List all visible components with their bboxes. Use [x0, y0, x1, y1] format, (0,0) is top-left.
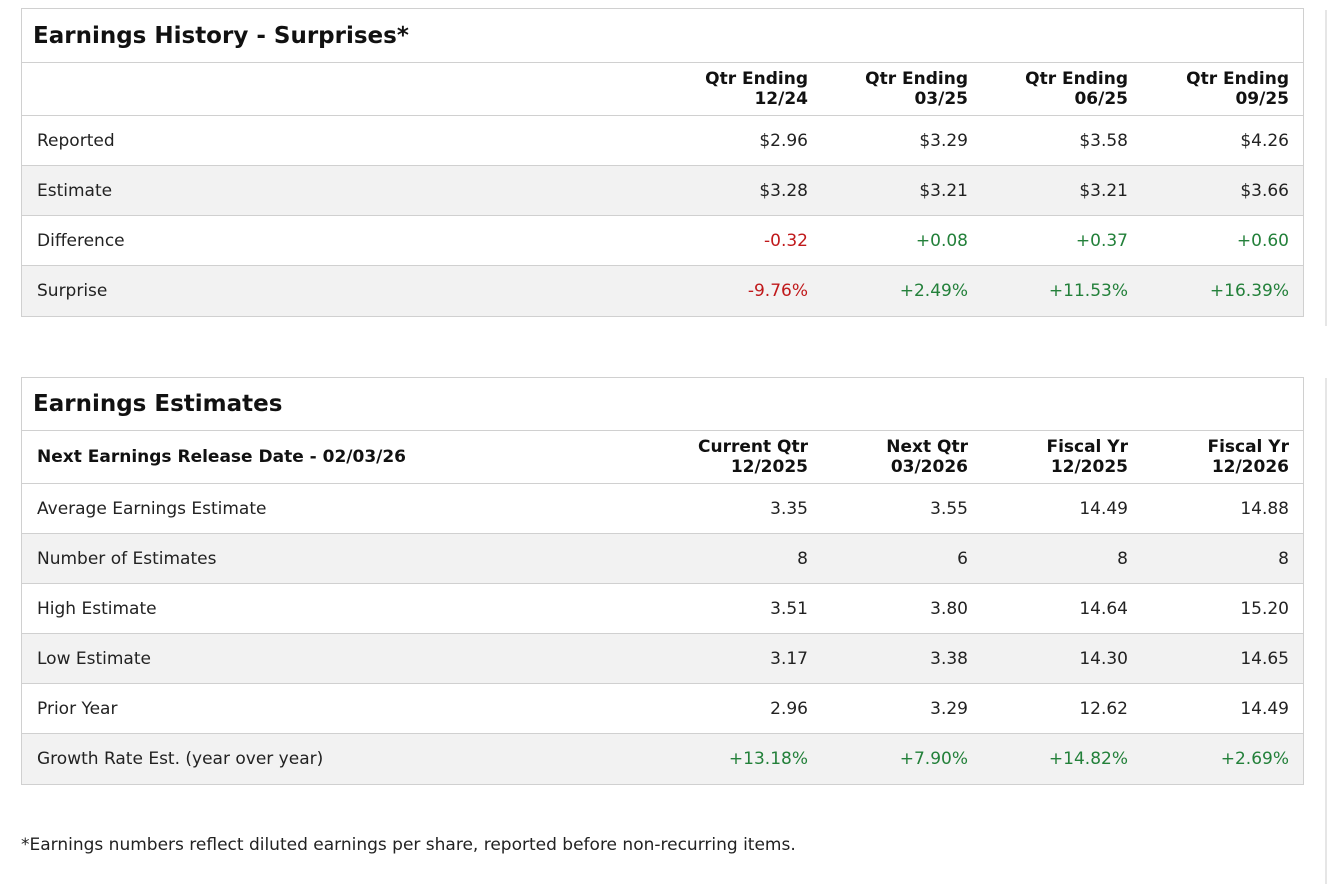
- table-cell: 8: [1117, 548, 1128, 569]
- table-cell: 3.80: [930, 598, 968, 619]
- column-header: Qtr Ending 12/24: [662, 63, 822, 116]
- table-row-surprise: Surprise -9.76% +2.49% +11.53% +16.39%: [22, 265, 1303, 316]
- table-cell: $3.21: [1079, 180, 1128, 201]
- table-cell: 2.96: [770, 698, 808, 719]
- column-header-line1: Qtr Ending: [705, 69, 808, 89]
- earnings-estimates-table: Next Earnings Release Date - 02/03/26 Cu…: [22, 430, 1303, 784]
- table-row-average-estimate: Average Earnings Estimate 3.35 3.55 14.4…: [22, 484, 1303, 534]
- column-header-line1: Next Qtr: [886, 437, 968, 457]
- table-cell: 3.51: [770, 598, 808, 619]
- footnote: *Earnings numbers reflect diluted earnin…: [21, 835, 796, 855]
- table-cell: 14.64: [1079, 598, 1128, 619]
- header-label-cell: [22, 63, 662, 116]
- table-cell: 14.30: [1079, 648, 1128, 669]
- table-row-low-estimate: Low Estimate 3.17 3.38 14.30 14.65: [22, 633, 1303, 684]
- column-header: Current Qtr 12/2025: [662, 431, 822, 484]
- column-header-line2: 12/2026: [1211, 457, 1289, 477]
- table-cell-positive: +14.82%: [1048, 748, 1128, 769]
- earnings-history-title: Earnings History - Surprises*: [33, 22, 409, 49]
- earnings-estimates-panel: Earnings Estimates Next Earnings Release…: [21, 377, 1304, 785]
- table-cell: 15.20: [1240, 598, 1289, 619]
- table-cell-positive: +0.08: [915, 230, 968, 251]
- table-cell-positive: +2.69%: [1220, 748, 1289, 769]
- table-cell-negative: -9.76%: [747, 280, 808, 301]
- table-row-prior-year: Prior Year 2.96 3.29 12.62 14.49: [22, 684, 1303, 734]
- table-cell: $3.21: [919, 180, 968, 201]
- table-cell: 14.49: [1240, 698, 1289, 719]
- table-header-row: Next Earnings Release Date - 02/03/26 Cu…: [22, 430, 1303, 484]
- table-cell: 6: [957, 548, 968, 569]
- table-row-number-of-estimates: Number of Estimates 8 6 8 8: [22, 533, 1303, 584]
- row-label: High Estimate: [37, 598, 157, 619]
- table-cell-positive: +0.60: [1236, 230, 1289, 251]
- row-label: Prior Year: [37, 698, 118, 719]
- column-header-line2: 03/25: [914, 89, 968, 109]
- column-header-line2: 06/25: [1074, 89, 1128, 109]
- table-cell-positive: +2.49%: [899, 280, 968, 301]
- earnings-estimates-title: Earnings Estimates: [33, 391, 283, 417]
- table-cell: 12.62: [1079, 698, 1128, 719]
- table-row-growth-rate: Growth Rate Est. (year over year) +13.18…: [22, 733, 1303, 784]
- column-header: Qtr Ending 06/25: [982, 63, 1142, 116]
- table-cell: 14.88: [1240, 498, 1289, 519]
- table-cell-positive: +11.53%: [1048, 280, 1128, 301]
- table-cell: 3.29: [930, 698, 968, 719]
- column-header-line2: 03/2026: [890, 457, 968, 477]
- table-cell: 14.65: [1240, 648, 1289, 669]
- column-header: Fiscal Yr 12/2025: [982, 431, 1142, 484]
- table-cell: $3.66: [1240, 180, 1289, 201]
- table-cell: $3.58: [1079, 130, 1128, 151]
- row-label: Number of Estimates: [37, 548, 217, 569]
- row-label: Difference: [37, 230, 125, 251]
- column-header: Next Qtr 03/2026: [822, 431, 982, 484]
- table-cell-positive: +13.18%: [728, 748, 808, 769]
- earnings-history-table: Qtr Ending 12/24 Qtr Ending 03/25 Qtr Endi…: [22, 62, 1303, 316]
- column-header: Qtr Ending 03/25: [822, 63, 982, 116]
- column-header: Fiscal Yr 12/2026: [1142, 431, 1303, 484]
- table-cell: $3.28: [759, 180, 808, 201]
- table-cell: 3.35: [770, 498, 808, 519]
- column-header-line2: 12/24: [754, 89, 808, 109]
- row-label: Estimate: [37, 180, 113, 201]
- table-cell: 14.49: [1079, 498, 1128, 519]
- table-row-difference: Difference -0.32 +0.08 +0.37 +0.60: [22, 216, 1303, 266]
- row-label: Reported: [37, 130, 115, 151]
- next-release-date-label: Next Earnings Release Date - 02/03/26: [37, 447, 407, 467]
- row-label: Average Earnings Estimate: [37, 498, 267, 519]
- column-header-line1: Qtr Ending: [865, 69, 968, 89]
- table-cell: $2.96: [759, 130, 808, 151]
- column-header-line2: 09/25: [1235, 89, 1289, 109]
- column-header-line1: Fiscal Yr: [1207, 437, 1289, 457]
- column-header-line1: Qtr Ending: [1186, 69, 1289, 89]
- column-header-line2: 12/2025: [730, 457, 808, 477]
- earnings-history-panel: Earnings History - Surprises* Qtr Ending…: [21, 8, 1304, 317]
- table-cell: $3.29: [919, 130, 968, 151]
- table-cell-positive: +0.37: [1075, 230, 1128, 251]
- table-cell-positive: +16.39%: [1209, 280, 1289, 301]
- right-edge-divider: [1325, 10, 1327, 326]
- table-row-estimate: Estimate $3.28 $3.21 $3.21 $3.66: [22, 165, 1303, 216]
- column-header-line1: Fiscal Yr: [1046, 437, 1128, 457]
- table-cell: 3.55: [930, 498, 968, 519]
- column-header-line1: Current Qtr: [698, 437, 808, 457]
- table-cell-positive: +7.90%: [899, 748, 968, 769]
- row-label: Surprise: [37, 280, 108, 301]
- table-cell: 8: [1278, 548, 1289, 569]
- table-cell-negative: -0.32: [764, 230, 808, 251]
- table-cell: $4.26: [1240, 130, 1289, 151]
- table-header-row: Qtr Ending 12/24 Qtr Ending 03/25 Qtr Endi…: [22, 62, 1303, 116]
- table-cell: 3.17: [770, 648, 808, 669]
- table-row-high-estimate: High Estimate 3.51 3.80 14.64 15.20: [22, 584, 1303, 634]
- table-cell: 8: [797, 548, 808, 569]
- row-label: Growth Rate Est. (year over year): [37, 748, 324, 769]
- column-header: Qtr Ending 09/25: [1142, 63, 1303, 116]
- table-cell: 3.38: [930, 648, 968, 669]
- right-edge-divider: [1325, 378, 1327, 884]
- column-header-line1: Qtr Ending: [1025, 69, 1128, 89]
- row-label: Low Estimate: [37, 648, 151, 669]
- column-header-line2: 12/2025: [1050, 457, 1128, 477]
- table-row-reported: Reported $2.96 $3.29 $3.58 $4.26: [22, 116, 1303, 166]
